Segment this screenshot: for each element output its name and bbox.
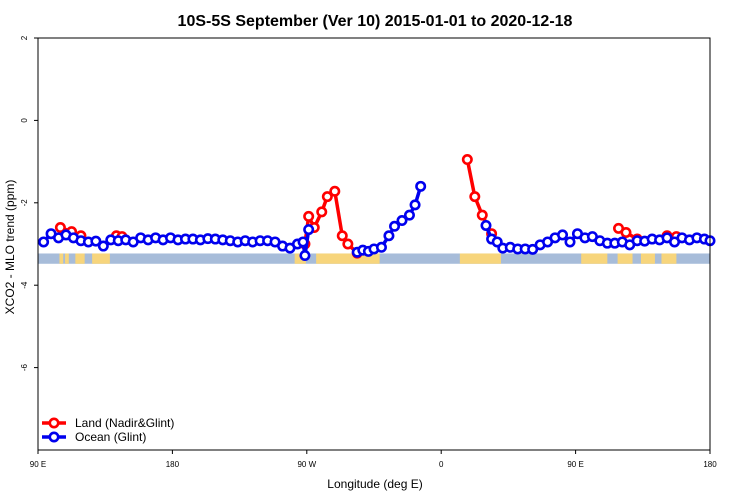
map-land-1 [65, 253, 69, 264]
map-land-6 [459, 253, 501, 264]
series-land-point-3-0 [461, 154, 473, 166]
legend-marker-ocean [48, 431, 60, 443]
series-ocean-point-0-35 [297, 236, 309, 248]
series-land-point-2-1 [303, 210, 315, 222]
x-tick-label-0: 90 E [30, 460, 46, 469]
map-land-10 [661, 253, 677, 264]
x-tick-label-4: 90 E [567, 460, 583, 469]
series-land-point-4-1 [620, 226, 632, 238]
legend-label-land: Land (Nadir&Glint) [75, 416, 174, 430]
series-ocean-point-1-7 [396, 215, 408, 227]
series-land-point-0-0 [54, 222, 66, 234]
series-ocean-point-2-7 [527, 243, 539, 255]
y-tick-label-2: -2 [20, 199, 29, 207]
legend-label-ocean: Ocean (Glint) [75, 430, 146, 444]
legend-item-land: Land (Nadir&Glint) [42, 416, 174, 430]
map-strip [38, 253, 710, 264]
y-tick-label-0: 2 [20, 35, 29, 40]
series-ocean [38, 180, 716, 262]
x-axis-label: Longitude (deg E) [327, 477, 422, 491]
y-tick-label-3: -4 [20, 281, 29, 289]
y-tick-label-4: -6 [20, 363, 29, 371]
y-axis: 2 0 -2 -4 -6 [20, 35, 38, 371]
map-land-2 [75, 253, 85, 264]
map-land-4 [294, 253, 306, 264]
series-layer [38, 154, 716, 262]
series-land-point-2-6 [336, 230, 348, 242]
series-ocean-point-0-37 [303, 224, 315, 236]
series-ocean-point-0-7 [90, 235, 102, 247]
series-ocean-point-1-6 [389, 220, 401, 232]
series-land-point-2-3 [316, 206, 328, 218]
y-tick-label-1: 0 [20, 118, 29, 123]
x-tick-label-3: 0 [439, 460, 444, 469]
map-land-3 [92, 253, 110, 264]
series-land-point-2-4 [321, 191, 333, 203]
series-ocean-point-0-36 [299, 250, 311, 262]
map-land-5 [316, 253, 380, 264]
map-land-8 [617, 253, 633, 264]
plot-frame [37, 37, 711, 451]
series-land-point-2-7 [342, 238, 354, 250]
series-ocean-point-1-5 [383, 230, 395, 242]
series-ocean-point-1-8 [403, 209, 415, 221]
legend-item-ocean: Ocean (Glint) [42, 430, 146, 444]
series-land-point-3-1 [469, 191, 481, 203]
series-ocean-point-1-4 [375, 241, 387, 253]
x-axis: 90 E 180 90 W 0 90 E 180 [30, 450, 717, 469]
map-land-7 [581, 253, 608, 264]
series-land-point-2-5 [329, 185, 341, 197]
series-ocean-point-1-9 [409, 199, 421, 211]
series-ocean-point-2-0 [480, 219, 492, 231]
y-axis-label: XCO2 - MLO trend (ppm) [3, 180, 17, 315]
legend-marker-land [48, 417, 60, 429]
series-ocean-point-1-10 [415, 180, 427, 192]
x-tick-label-1: 180 [166, 460, 180, 469]
x-tick-label-5: 180 [703, 460, 717, 469]
chart-title: 10S-5S September (Ver 10) 2015-01-01 to … [178, 13, 573, 30]
legend: Land (Nadir&Glint)Ocean (Glint) [42, 416, 174, 444]
series-ocean-point-2-12 [564, 236, 576, 248]
x-tick-label-2: 90 W [297, 460, 316, 469]
series-land-point-3-2 [476, 209, 488, 221]
series-ocean-point-2-11 [557, 229, 569, 241]
map-land-9 [640, 253, 655, 264]
series-ocean-point-0-0 [38, 236, 50, 248]
map-land-0 [59, 253, 64, 264]
series-ocean-point-0-8 [97, 240, 109, 252]
